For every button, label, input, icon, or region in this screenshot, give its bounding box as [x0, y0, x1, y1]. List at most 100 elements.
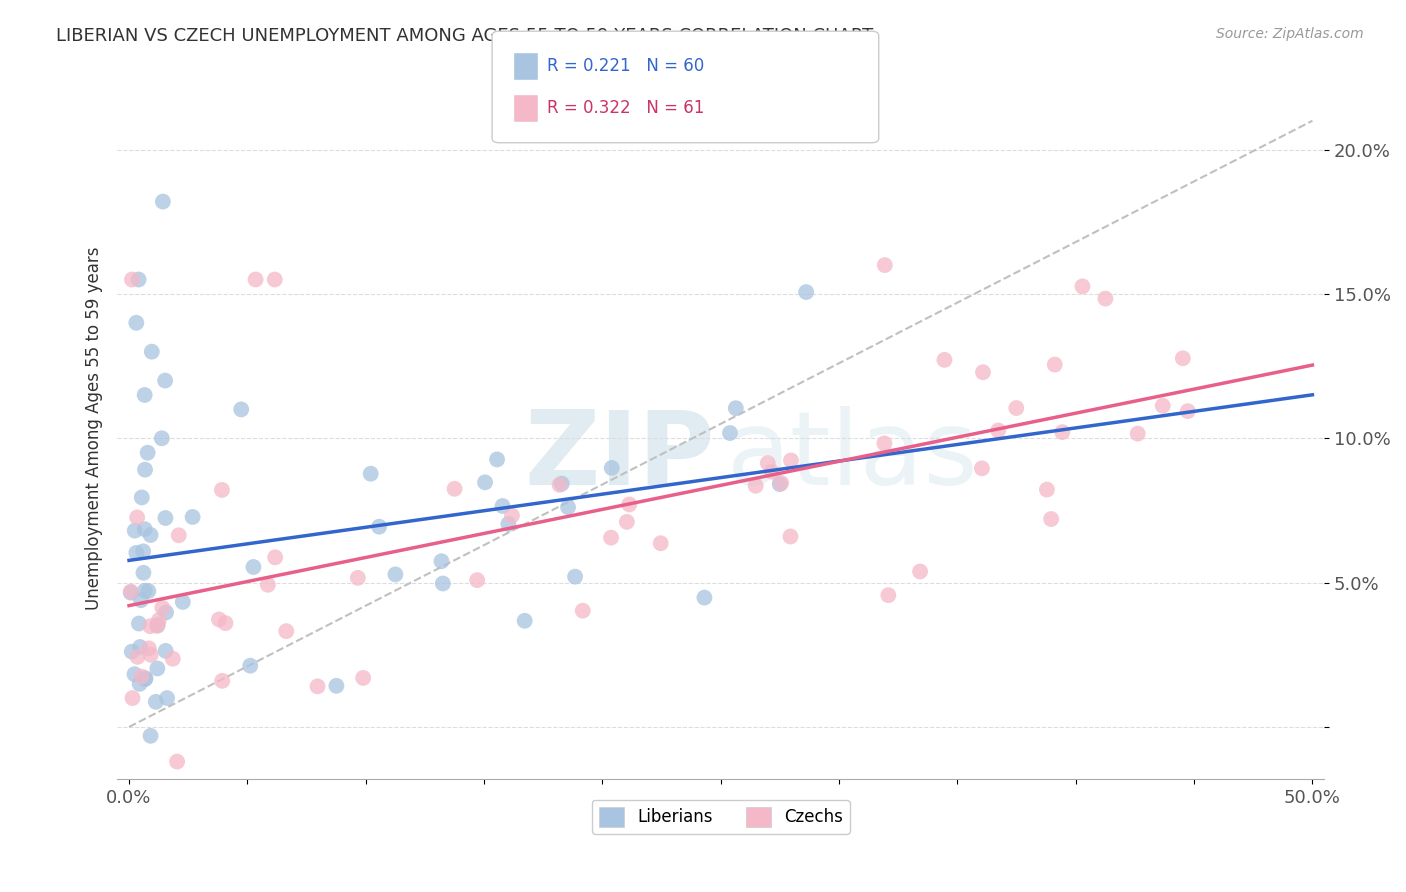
Point: [139, 729, 162, 743]
Point: [139, 648, 162, 662]
Point: [693, 591, 716, 605]
Text: Source: ZipAtlas.com: Source: ZipAtlas.com: [1216, 27, 1364, 41]
Point: [616, 515, 638, 529]
Point: [443, 482, 465, 496]
Point: [650, 536, 672, 550]
Point: [557, 500, 579, 515]
Point: [128, 677, 150, 691]
Point: [150, 600, 173, 615]
Point: [1040, 512, 1063, 526]
Text: R = 0.221   N = 60: R = 0.221 N = 60: [547, 57, 704, 75]
Point: [352, 671, 374, 685]
Point: [756, 456, 779, 470]
Point: [148, 613, 170, 627]
Point: [155, 644, 177, 658]
Point: [146, 619, 169, 633]
Point: [873, 258, 896, 272]
Point: [132, 566, 155, 580]
Point: [167, 528, 190, 542]
Point: [1005, 401, 1028, 415]
Point: [761, 465, 783, 479]
Point: [548, 478, 571, 492]
Point: [134, 583, 156, 598]
Point: [1126, 426, 1149, 441]
Point: [124, 667, 146, 681]
Point: [125, 316, 148, 330]
Point: [1094, 292, 1116, 306]
Point: [211, 673, 233, 688]
Point: [134, 672, 156, 686]
Point: [131, 491, 153, 505]
Point: [486, 452, 509, 467]
Point: [368, 519, 391, 533]
Point: [134, 671, 156, 685]
Point: [491, 499, 513, 513]
Point: [987, 424, 1010, 438]
Point: [257, 578, 280, 592]
Point: [146, 661, 169, 675]
Point: [360, 467, 382, 481]
Point: [134, 388, 156, 402]
Point: [131, 669, 153, 683]
Point: [794, 285, 817, 299]
Point: [571, 604, 593, 618]
Point: [1071, 279, 1094, 293]
Text: ZIP: ZIP: [524, 406, 714, 507]
Point: [474, 475, 496, 490]
Point: [770, 475, 793, 490]
Point: [264, 550, 287, 565]
Point: [128, 616, 150, 631]
Point: [211, 483, 233, 497]
Point: [139, 528, 162, 542]
Point: [465, 573, 488, 587]
Point: [153, 374, 176, 388]
Point: [1171, 351, 1194, 366]
Point: [132, 544, 155, 558]
Point: [430, 554, 453, 568]
Point: [600, 531, 623, 545]
Point: [141, 344, 163, 359]
Point: [498, 516, 520, 531]
Point: [432, 576, 454, 591]
Point: [120, 585, 142, 599]
Point: [1152, 399, 1174, 413]
Point: [263, 272, 285, 286]
Text: atlas: atlas: [727, 406, 979, 507]
Point: [150, 431, 173, 445]
Point: [564, 569, 586, 583]
Point: [138, 641, 160, 656]
Point: [501, 508, 523, 523]
Point: [1177, 404, 1199, 418]
Point: [600, 461, 623, 475]
Point: [124, 524, 146, 538]
Point: [970, 461, 993, 475]
Point: [155, 511, 177, 525]
Point: [136, 446, 159, 460]
Point: [214, 616, 236, 631]
Text: LIBERIAN VS CZECH UNEMPLOYMENT AMONG AGES 55 TO 59 YEARS CORRELATION CHART: LIBERIAN VS CZECH UNEMPLOYMENT AMONG AGE…: [56, 27, 873, 45]
Point: [125, 546, 148, 560]
Point: [121, 645, 143, 659]
Point: [129, 640, 152, 654]
Point: [239, 658, 262, 673]
Point: [1043, 358, 1066, 372]
Point: [724, 401, 747, 416]
Point: [127, 649, 149, 664]
Point: [873, 436, 896, 450]
Point: [134, 463, 156, 477]
Point: [181, 510, 204, 524]
Point: [908, 565, 931, 579]
Point: [513, 614, 536, 628]
Point: [152, 194, 174, 209]
Point: [128, 272, 150, 286]
Point: [146, 618, 169, 632]
Point: [127, 510, 149, 524]
Point: [619, 497, 641, 511]
Point: [129, 593, 152, 607]
Point: [551, 476, 574, 491]
Point: [231, 402, 253, 417]
Point: [934, 352, 956, 367]
Point: [718, 425, 741, 440]
Point: [121, 272, 143, 286]
Point: [1052, 425, 1074, 439]
